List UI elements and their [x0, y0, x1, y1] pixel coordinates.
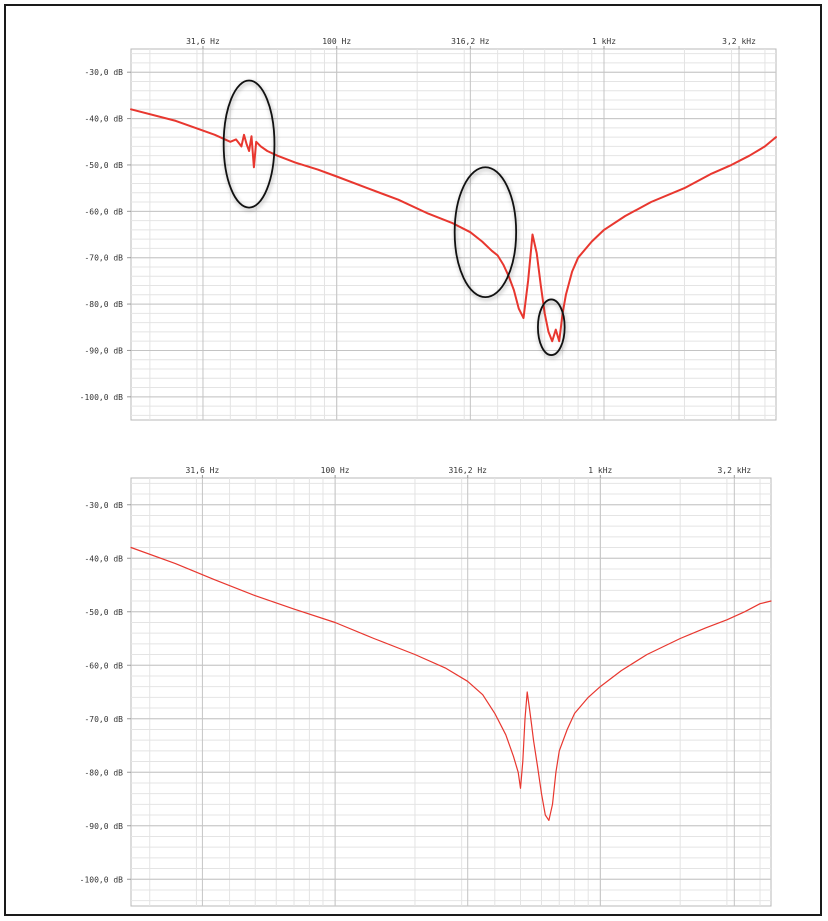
y-tick-label: -50,0 dB	[84, 608, 123, 617]
x-tick-label: 3,2 kHz	[722, 37, 756, 46]
y-tick-label: -50,0 dB	[84, 161, 123, 170]
x-tick-label: 100 Hz	[321, 466, 350, 475]
y-tick-label: -90,0 dB	[84, 822, 123, 831]
x-tick-label: 31,6 Hz	[186, 37, 220, 46]
y-tick-label: -60,0 dB	[84, 207, 123, 216]
chart-top: -30,0 dB -40,0 dB -50,0 dB -60,0 dB -70,0 dB…	[80, 37, 777, 421]
y-tick-label: -100,0 dB	[80, 875, 124, 884]
y-tick-label: -30,0 dB	[84, 68, 123, 77]
x-tick-label: 316,2 Hz	[448, 466, 487, 475]
figure-frame: -30,0 dB -40,0 dB -50,0 dB -60,0 dB -70,0 dB…	[4, 4, 822, 916]
y-tick-label: -80,0 dB	[84, 300, 123, 309]
y-tick-label: -90,0 dB	[84, 346, 123, 355]
annotation-circle-1	[222, 79, 276, 209]
y-tick-label: -100,0 dB	[80, 393, 124, 402]
series-line-0	[130, 108, 777, 343]
grid	[131, 478, 771, 906]
x-tick-label: 3,2 kHz	[717, 466, 751, 475]
x-tick-label: 100 Hz	[322, 37, 351, 46]
plot-area	[130, 477, 772, 907]
y-tick-label: -70,0 dB	[84, 254, 123, 263]
y-tick-label: -40,0 dB	[84, 554, 123, 563]
x-tick-label: 31,6 Hz	[186, 466, 220, 475]
y-tick-label: -80,0 dB	[84, 768, 123, 777]
x-tick-label: 1 kHz	[588, 466, 612, 475]
plot-area	[130, 48, 777, 421]
grid	[131, 49, 776, 420]
chart-bottom: -30,0 dB -40,0 dB -50,0 dB -60,0 dB -70,0 dB…	[80, 466, 772, 907]
annotation-circle-3	[537, 298, 566, 356]
y-tick-label: -40,0 dB	[84, 115, 123, 124]
figure-canvas: -30,0 dB -40,0 dB -50,0 dB -60,0 dB -70,0 dB…	[80, 37, 777, 907]
y-tick-label: -60,0 dB	[84, 661, 123, 670]
y-tick-label: -70,0 dB	[84, 715, 123, 724]
x-tick-label: 316,2 Hz	[451, 37, 490, 46]
x-tick-label: 1 kHz	[592, 37, 616, 46]
annotation-circle-2	[453, 166, 518, 299]
series-line-0	[130, 546, 772, 822]
y-tick-label: -30,0 dB	[84, 501, 123, 510]
